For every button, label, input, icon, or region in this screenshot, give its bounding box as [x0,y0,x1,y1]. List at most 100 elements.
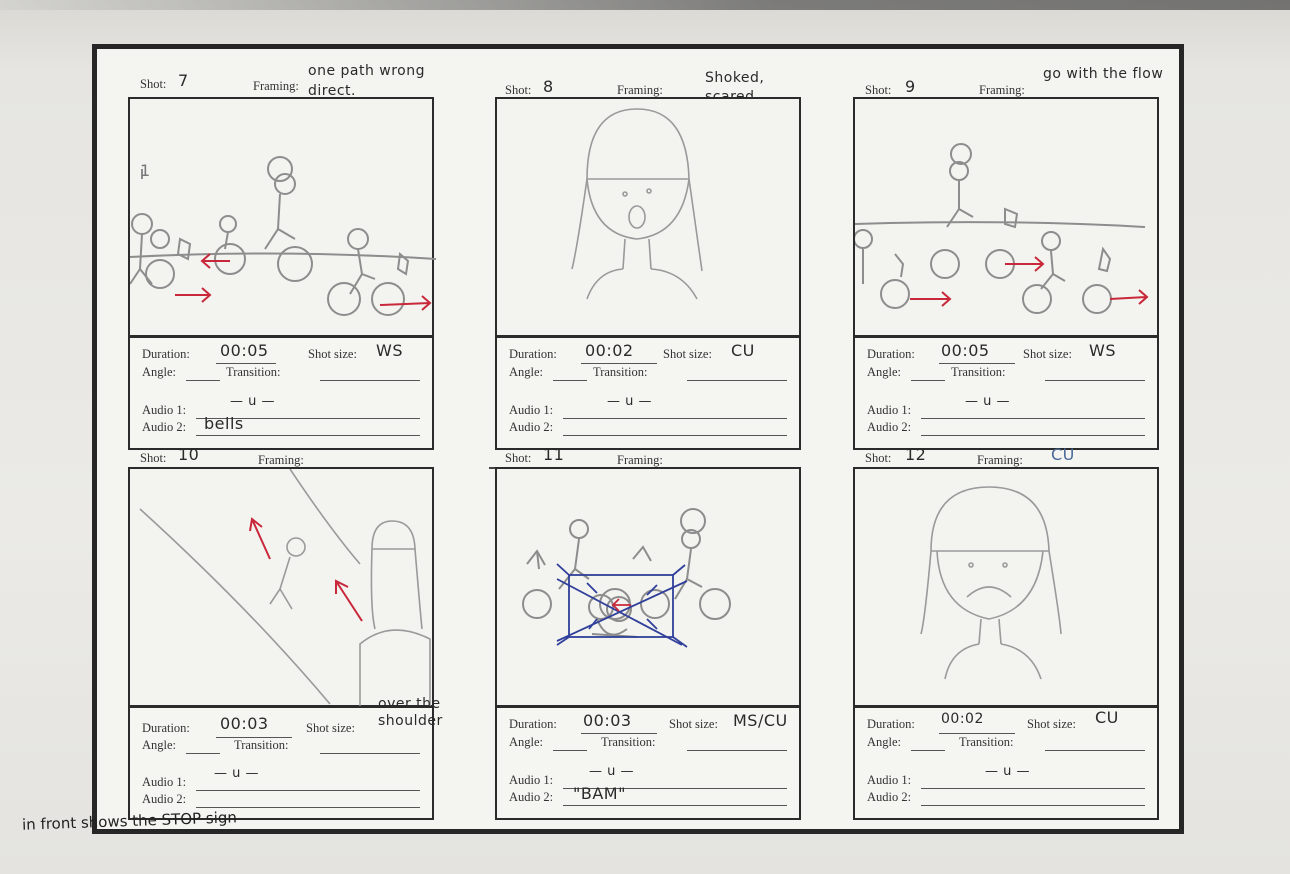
audio1-label: Audio 1: [142,403,187,417]
framing-label: Framing: [253,79,299,93]
duration-value: 00:03 [220,714,269,733]
shot-number: 9 [905,77,916,96]
shot-size-label: Shot size: [669,717,718,731]
shot-meta: Duration: 00:03 Shot size: over the shou… [128,696,442,820]
duration-label: Duration: [509,347,557,361]
shot-label: Shot: [865,451,892,465]
shot-number: 12 [905,445,927,464]
shot-size-label: Shot size: [1027,717,1076,731]
shot-meta: Duration: 00:05 Shot size: WS Angle: Tra… [853,336,1159,450]
sketch-frame [853,97,1159,337]
audio2-label: Audio 2: [867,790,912,804]
sketch-sad-face [920,486,1062,680]
framing-note: go with the flow [1043,66,1164,82]
audio2-label: Audio 2: [142,792,187,806]
storyboard-sheet: Shot: 7 Framing: one path wrong direct. [92,44,1184,834]
transition-label: Transition: [234,738,289,752]
sketch-collision-closeup [522,508,731,648]
audio2-label: Audio 2: [509,790,554,804]
audio1-value: — u — [589,764,635,779]
sketch-over-the-shoulder [139,469,431,709]
shot-meta: Duration: 00:03 Shot size: MS/CU Angle: … [495,706,801,820]
angle-label: Angle: [142,738,177,752]
shot-size-value: WS [1089,341,1116,360]
angle-label: Angle: [867,365,902,379]
audio1-label: Audio 1: [509,403,554,417]
framing-label: Framing: [979,83,1025,97]
shot-header: Shot: 7 Framing: one path wrong direct. [128,53,434,99]
shot-size-value: CU [731,341,755,360]
audio1-label: Audio 1: [867,773,912,787]
audio1-value: — u — [230,394,276,409]
sketch-frame [495,97,801,337]
angle-label: Angle: [509,735,544,749]
audio2-label: Audio 2: [509,420,554,434]
shot-size-value: over the shoulder [378,696,443,729]
shot-header: Shot: 11 Framing: [489,423,801,469]
sketch-frame [495,467,801,707]
sketch-shocked-face [571,108,703,300]
duration-value: 00:03 [583,711,632,730]
shot-size-value: MS/CU [733,711,788,730]
transition-label: Transition: [593,365,648,379]
sketch-bikers-mixed [130,156,436,316]
shot-header: Shot: 10 Framing: [128,423,434,467]
shot-header: Shot: 8 Framing: Shoked, scared, frustra… [495,53,801,124]
audio1-label: Audio 1: [509,773,554,787]
sketch-frame [128,467,434,709]
shot-size-label: Shot size: [306,721,355,735]
shot-header: Shot: 9 Framing: go with the flow [853,53,1163,97]
transition-label: Transition: [601,735,656,749]
shot-label: Shot: [505,83,532,97]
audio1-value: — u — [607,394,653,409]
shot-size-value: WS [376,341,403,360]
shot-number: 11 [543,445,565,464]
frame-number: 1 [140,161,151,180]
transition-label: Transition: [951,365,1006,379]
duration-value: 00:02 [941,711,984,727]
audio1-value: — u — [965,394,1011,409]
duration-value: 00:05 [220,341,269,360]
shot-size-label: Shot size: [308,347,357,361]
shot-number: 7 [178,71,189,90]
duration-value: 00:02 [585,341,634,360]
framing-label: Framing: [617,453,663,467]
audio1-label: Audio 1: [142,775,187,789]
shot-header: Shot: 12 Framing: CU [853,423,1159,467]
angle-label: Angle: [509,365,544,379]
duration-label: Duration: [509,717,557,731]
shot-label: Shot: [505,451,532,465]
audio2-value: bells [204,414,244,433]
shot-meta: Duration: 00:02 Shot size: CU Angle: Tra… [853,706,1159,820]
framing-note: CU [1051,445,1075,464]
sketch-frame [853,467,1159,707]
audio2-label: Audio 2: [142,420,187,434]
framing-label: Framing: [617,83,663,97]
shot-size-label: Shot size: [663,347,712,361]
duration-label: Duration: [867,717,915,731]
shot-size-label: Shot size: [1023,347,1072,361]
duration-label: Duration: [142,347,190,361]
audio2-label: Audio 2: [867,420,912,434]
transition-label: Transition: [226,365,281,379]
framing-label: Framing: [977,453,1023,467]
audio1-value: — u — [214,766,260,781]
shot-label: Shot: [140,77,167,91]
duration-label: Duration: [142,721,190,735]
photo-top-shadow [0,0,1290,10]
duration-label: Duration: [867,347,915,361]
transition-label: Transition: [959,735,1014,749]
shot-number: 10 [178,445,200,464]
audio2-value: "BAM" [573,784,626,803]
sketch-frame: 1 [128,97,436,337]
duration-value: 00:05 [941,341,990,360]
sketch-bikers-same-direction [855,143,1149,314]
shot-number: 8 [543,77,554,96]
shot-meta: Duration: 00:02 Shot size: CU Angle: Tra… [495,336,801,450]
audio1-value: — u — [985,764,1031,779]
angle-label: Angle: [867,735,902,749]
shot-size-value: CU [1095,708,1119,727]
angle-label: Angle: [142,365,177,379]
shot-meta: Duration: 00:05 Shot size: WS Angle: Tra… [128,336,434,450]
shot-label: Shot: [865,83,892,97]
